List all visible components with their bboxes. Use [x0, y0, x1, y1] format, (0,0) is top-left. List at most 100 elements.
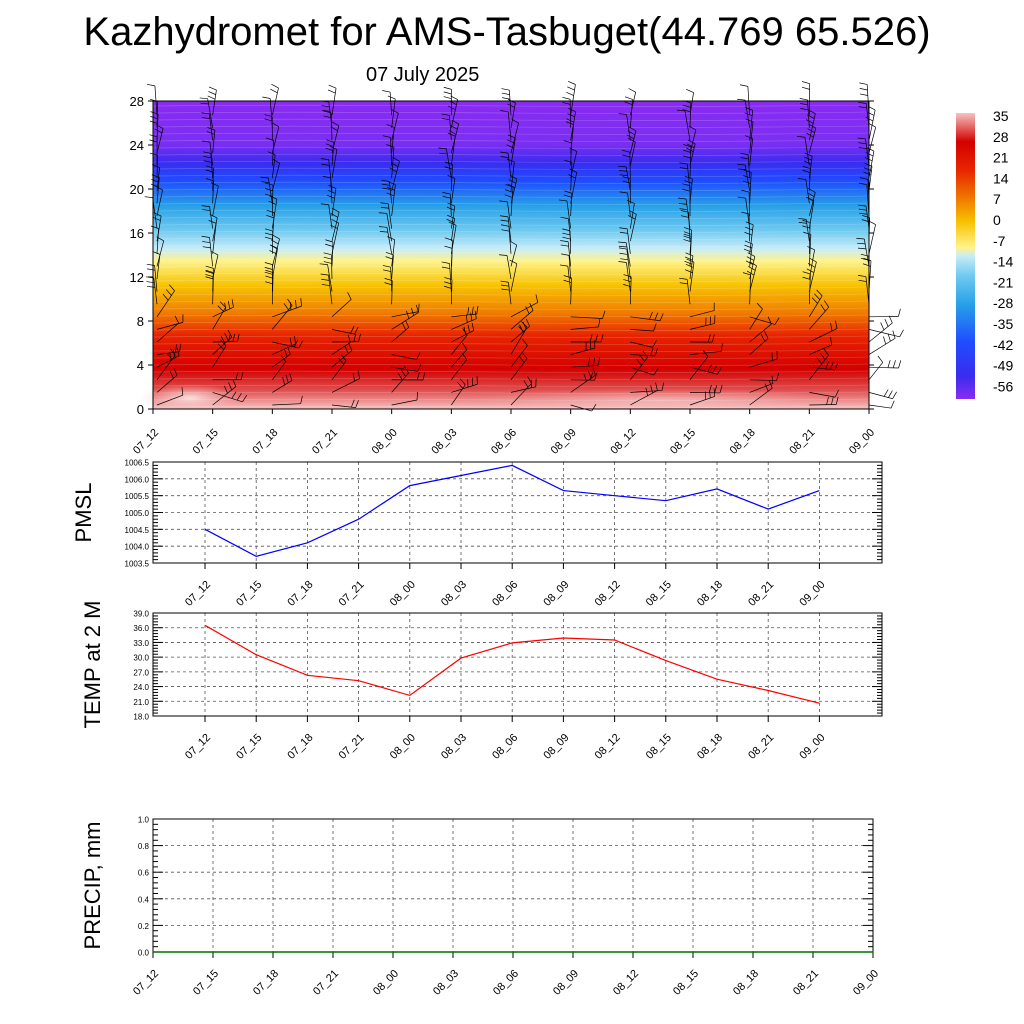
- wind-barb-feather: [462, 342, 468, 350]
- wind-barb-feather: [379, 231, 388, 233]
- wind-barb-feather: [594, 372, 598, 381]
- wind-barb: [619, 191, 631, 217]
- wind-barb-feather: [294, 335, 297, 344]
- wind-barb-feather: [720, 343, 723, 352]
- wind-barb-feather: [737, 163, 746, 166]
- wind-barb-feather: [150, 116, 159, 120]
- contour-line: [152, 153, 870, 156]
- wind-barb-feather: [684, 256, 693, 261]
- wind-barb-shaft: [749, 110, 754, 141]
- wind-barb-feather: [890, 400, 895, 409]
- y-tick-label: 30.0: [133, 654, 149, 663]
- wind-barb-feather: [738, 168, 747, 171]
- wind-barb: [199, 97, 214, 128]
- wind-barb-feather: [652, 340, 657, 348]
- wind-barb-feather: [205, 178, 214, 182]
- wind-barb-feather: [338, 357, 344, 365]
- wind-barb: [618, 247, 631, 280]
- wind-barb-feather: [562, 228, 571, 232]
- wind-barb: [628, 88, 637, 116]
- wind-barb-feather: [319, 263, 328, 265]
- wind-barb-feather: [358, 333, 361, 342]
- colorbar-label: 21: [993, 150, 1009, 166]
- wind-barb-feather: [509, 240, 517, 246]
- wind-barb-feather: [535, 294, 539, 303]
- x-tick-label: 08_03: [431, 968, 461, 998]
- x-tick-label: 08_21: [746, 579, 776, 609]
- contour-line: [152, 125, 870, 128]
- wind-barb-shaft: [626, 248, 631, 280]
- wind-barb-feather: [154, 128, 163, 134]
- wind-barb: [201, 205, 214, 229]
- wind-barb-feather: [717, 367, 722, 375]
- wind-barb-feather: [650, 385, 653, 394]
- wind-barb-shaft: [626, 114, 631, 141]
- wind-barb: [152, 251, 161, 280]
- wind-barb: [570, 318, 601, 330]
- wind-barb-feather: [224, 302, 227, 311]
- wind-barb-feather: [823, 348, 829, 356]
- contour-line: [152, 286, 870, 289]
- x-tick-label: 08_12: [593, 732, 623, 762]
- y-tick-label: 0.2: [138, 922, 150, 931]
- x-tick-label: 07_12: [131, 968, 161, 998]
- wind-barb-feather: [764, 331, 769, 339]
- wind-barb-feather: [744, 231, 753, 236]
- wind-barb-feather: [502, 97, 511, 100]
- wind-barb-shaft: [328, 204, 333, 229]
- wind-barb-feather: [199, 97, 208, 100]
- wind-barb: [689, 334, 715, 343]
- wind-barb-shaft: [630, 329, 654, 332]
- heatmap-y-tick-label: 4: [137, 358, 144, 373]
- wind-barb-shaft: [451, 359, 468, 381]
- wind-barb-feather: [566, 121, 574, 125]
- wind-barb: [201, 235, 214, 267]
- wind-barb-shaft: [510, 310, 534, 330]
- wind-barb-shaft: [451, 334, 468, 355]
- wind-barb-shaft: [629, 203, 635, 229]
- contour-line: [152, 307, 870, 310]
- wind-barb-feather: [568, 108, 576, 113]
- wind-barbs: [144, 80, 904, 412]
- x-tick-label: 08_00: [388, 579, 418, 609]
- wind-barb: [156, 343, 181, 355]
- wind-barb-feather: [568, 174, 576, 179]
- y-tick-label: 21.0: [133, 698, 149, 707]
- wind-barb-feather: [264, 267, 273, 270]
- wind-barb: [560, 216, 572, 242]
- wind-barb-shaft: [451, 383, 478, 393]
- wind-barb-shaft: [629, 92, 637, 116]
- wind-barb-shaft: [570, 172, 578, 204]
- wind-barb-feather: [708, 384, 712, 393]
- x-tick-label: 07_12: [183, 732, 213, 762]
- wind-barb-shaft: [391, 113, 399, 141]
- wind-barb: [320, 158, 333, 191]
- wind-barb-feather: [883, 336, 887, 345]
- wind-barb-feather: [389, 167, 397, 173]
- wind-barb-feather: [830, 323, 833, 332]
- colorbar: [956, 113, 975, 399]
- wind-barb: [809, 300, 830, 330]
- wind-barb-shaft: [745, 198, 751, 229]
- wind-barb-shaft: [684, 110, 691, 141]
- wind-barb-shaft: [685, 199, 691, 229]
- wind-barb-feather: [202, 241, 211, 244]
- wind-barb: [509, 259, 518, 292]
- contour-line: [152, 195, 870, 198]
- wind-barb-shaft: [331, 299, 352, 318]
- wind-barb-feather: [201, 205, 210, 207]
- contour-lines: [152, 104, 870, 408]
- wind-barb: [570, 334, 604, 343]
- wind-barb: [385, 251, 394, 280]
- wind-barb-feather: [858, 106, 867, 109]
- wind-barb-shaft: [391, 184, 396, 217]
- wind-barb-shaft: [510, 302, 538, 318]
- y-tick-label: 27.0: [133, 668, 149, 677]
- wind-barb: [272, 355, 287, 381]
- wind-barb-feather: [682, 104, 691, 108]
- wind-barb-feather: [264, 262, 273, 265]
- wind-barb-feather: [739, 84, 748, 87]
- wind-barb-feather: [719, 385, 723, 394]
- wind-barb: [689, 302, 715, 318]
- wind-barb: [379, 226, 393, 254]
